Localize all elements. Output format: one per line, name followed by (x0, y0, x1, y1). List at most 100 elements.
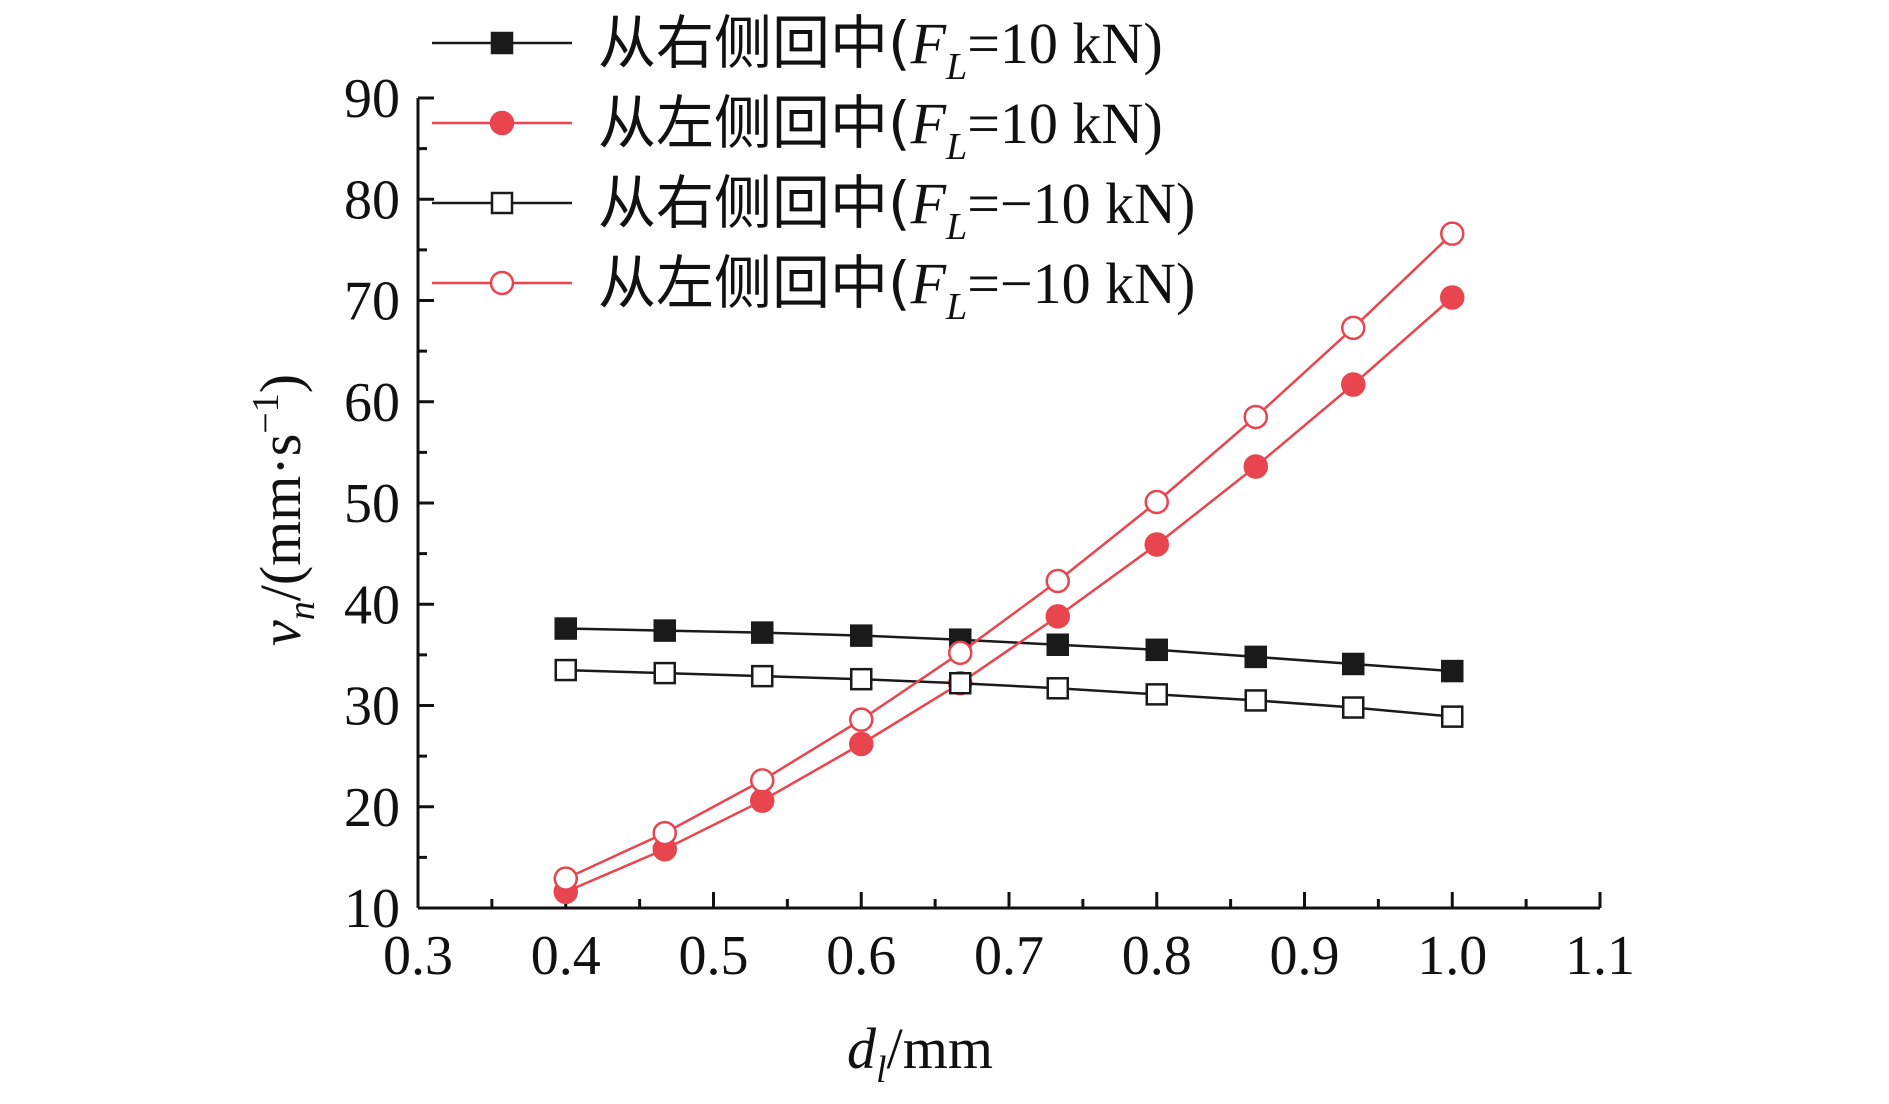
x-tick-label: 0.5 (679, 925, 749, 987)
data-point (1342, 696, 1365, 719)
data-point (653, 619, 676, 642)
series-line (565, 668, 1453, 718)
data-point (1045, 604, 1071, 629)
data-point (1045, 568, 1071, 594)
y-axis-label-sup: −1 (245, 393, 287, 433)
legend-label-variable: F (910, 11, 947, 76)
y-axis-label: vn/(mm·s−1) (245, 374, 323, 646)
x-tick-label: 0.6 (826, 925, 896, 987)
x-tick-label: 1.1 (1565, 925, 1635, 987)
y-tick-label: 40 (344, 574, 400, 636)
ticks: 0.3 0.4 0.5 0.6 0.7 0.8 0.9 1.0 1.1 10 20 30 40 50 60 7… (344, 68, 1635, 987)
data-point (490, 31, 514, 55)
data-point (750, 788, 775, 813)
legend-item: 从左侧回中(FL=−10 kN) (432, 249, 1195, 328)
data-point (1244, 645, 1267, 669)
data-point (1441, 659, 1464, 683)
legend-label-subscript: L (945, 286, 967, 328)
legend-label: 从右侧回中(FL=−10 kN) (598, 169, 1195, 248)
data-point (751, 664, 774, 688)
legend-label-prefix: 从左侧回中( (598, 249, 911, 317)
y-tick-label: 10 (344, 878, 400, 940)
series-line (565, 627, 1453, 673)
series-2 (554, 658, 1464, 728)
x-tick-label: 0.3 (383, 925, 453, 987)
legend-label-suffix: =−10 kN) (967, 251, 1195, 316)
series-1 (553, 285, 1465, 905)
y-axis-label-sub: n (281, 601, 323, 620)
x-axis-label-sub: l (876, 1049, 887, 1091)
y-axis-label-suffix: /(mm·s (248, 434, 313, 602)
data-point (1144, 489, 1169, 515)
data-point (1243, 404, 1268, 430)
data-point (490, 191, 514, 215)
data-point (849, 707, 874, 732)
data-point (1145, 683, 1168, 706)
y-axis-label-main: v (248, 620, 313, 646)
data-point (1440, 221, 1465, 246)
legend-label-variable: F (910, 91, 947, 156)
data-point (554, 617, 577, 640)
legend-item: 从右侧回中(FL=−10 kN) (432, 169, 1195, 248)
x-tick-label: 0.7 (974, 925, 1044, 987)
data-point (1244, 689, 1267, 712)
data-point (750, 768, 775, 793)
legend-label-subscript: L (945, 126, 967, 168)
y-tick-label: 60 (344, 372, 400, 434)
data-point (1144, 532, 1169, 557)
x-axis-label-main: d (847, 1016, 877, 1081)
y-tick-label: 70 (344, 271, 400, 333)
series-lines (553, 221, 1465, 905)
legend-label-prefix: 从右侧回中( (598, 9, 911, 77)
data-point (850, 624, 873, 647)
legend-label: 从右侧回中(FL=10 kN) (598, 9, 1163, 88)
x-tick-label: 1.0 (1417, 925, 1487, 987)
y-tick-label: 80 (344, 169, 400, 231)
legend: 从右侧回中(FL=10 kN)从左侧回中(FL=10 kN)从右侧回中(FL=−… (432, 9, 1195, 328)
legend-label-suffix: =−10 kN) (967, 171, 1195, 236)
data-point (1145, 638, 1168, 662)
x-axis-label-suffix: /mm (887, 1016, 993, 1081)
series-line (565, 296, 1454, 893)
legend-label-suffix: =10 kN) (967, 11, 1162, 76)
data-point (947, 640, 973, 666)
legend-item: 从左侧回中(FL=10 kN) (432, 89, 1163, 168)
x-axis-label: dl/mm (847, 1016, 993, 1091)
data-point (850, 667, 873, 691)
data-point (1341, 315, 1366, 341)
series-line (565, 232, 1454, 880)
data-point (751, 621, 774, 644)
data-point (1441, 705, 1464, 728)
y-tick-label: 20 (344, 777, 400, 839)
data-point (553, 866, 578, 891)
legend-label: 从左侧回中(FL=10 kN) (598, 89, 1163, 168)
data-point (849, 731, 874, 757)
y-tick-label: 30 (344, 676, 400, 738)
legend-label-subscript: L (945, 206, 967, 248)
y-axis-label-end: ) (248, 374, 313, 393)
data-point (948, 671, 972, 695)
data-point (1046, 633, 1070, 656)
y-tick-label: 90 (344, 68, 400, 130)
data-point (489, 110, 515, 136)
legend-label-suffix: =10 kN) (967, 91, 1162, 156)
data-point (1341, 372, 1366, 397)
data-point (1243, 454, 1268, 479)
legend-label: 从左侧回中(FL=−10 kN) (598, 249, 1195, 328)
data-point (653, 661, 676, 685)
legend-label-variable: F (910, 251, 947, 316)
legend-label-variable: F (910, 171, 947, 236)
data-point (1440, 285, 1465, 310)
series-3 (553, 221, 1465, 891)
x-tick-label: 0.9 (1270, 925, 1340, 987)
data-point (1342, 652, 1365, 676)
data-point (554, 658, 577, 682)
data-point (652, 820, 677, 846)
data-point (1046, 677, 1070, 700)
legend-item: 从右侧回中(FL=10 kN) (432, 9, 1163, 88)
y-tick-label: 50 (344, 473, 400, 535)
x-tick-label: 0.4 (531, 925, 601, 987)
legend-label-subscript: L (945, 46, 967, 88)
